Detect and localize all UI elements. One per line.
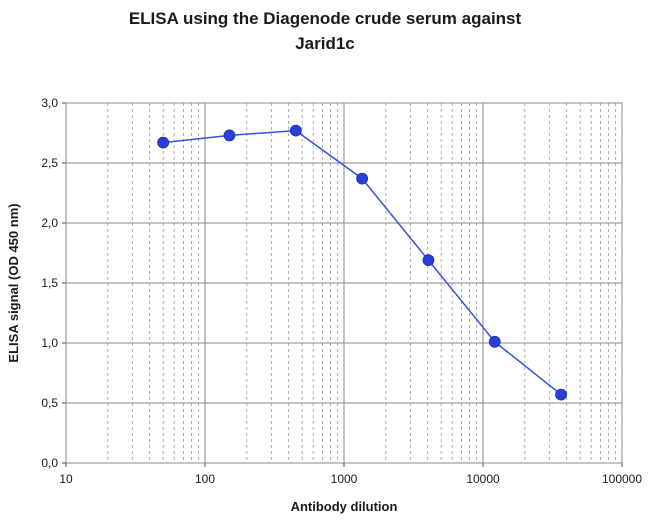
data-point [356,172,369,185]
y-tick-label: 1,0 [41,336,58,350]
x-tick-label: 100 [195,472,215,486]
x-tick-label: 1000 [331,472,358,486]
x-tick-label: 10 [59,472,73,486]
x-axis-ticks: 10 100 1000 10000 100000 [59,463,642,486]
data-point [157,136,170,149]
x-axis-title: Antibody dilution [291,499,398,514]
chart-title-line-1: ELISA using the Diagenode crude serum ag… [128,9,522,28]
x-tick-label: 100000 [602,472,642,486]
data-point [289,124,302,137]
y-tick-label: 2,5 [41,156,58,170]
y-tick-label: 3,0 [41,96,58,110]
x-tick-label: 10000 [466,472,500,486]
data-point [488,335,501,348]
data-point [555,388,567,401]
data-point [223,129,236,142]
y-tick-label: 2,0 [41,216,58,230]
y-tick-label: 1,5 [41,276,58,290]
chart-title-line-2: Jarid1c [295,34,355,53]
y-axis-ticks: 0,0 0,5 1,0 1,5 2,0 2,5 3,0 [41,96,66,470]
series-layer [157,124,567,401]
y-axis-title: ELISA signal (OD 450 nm) [6,203,21,362]
data-point [422,254,435,267]
y-tick-label: 0,5 [41,396,58,410]
y-tick-label: 0,0 [41,456,58,470]
chart-title: ELISA using the Diagenode crude serum ag… [0,6,650,56]
